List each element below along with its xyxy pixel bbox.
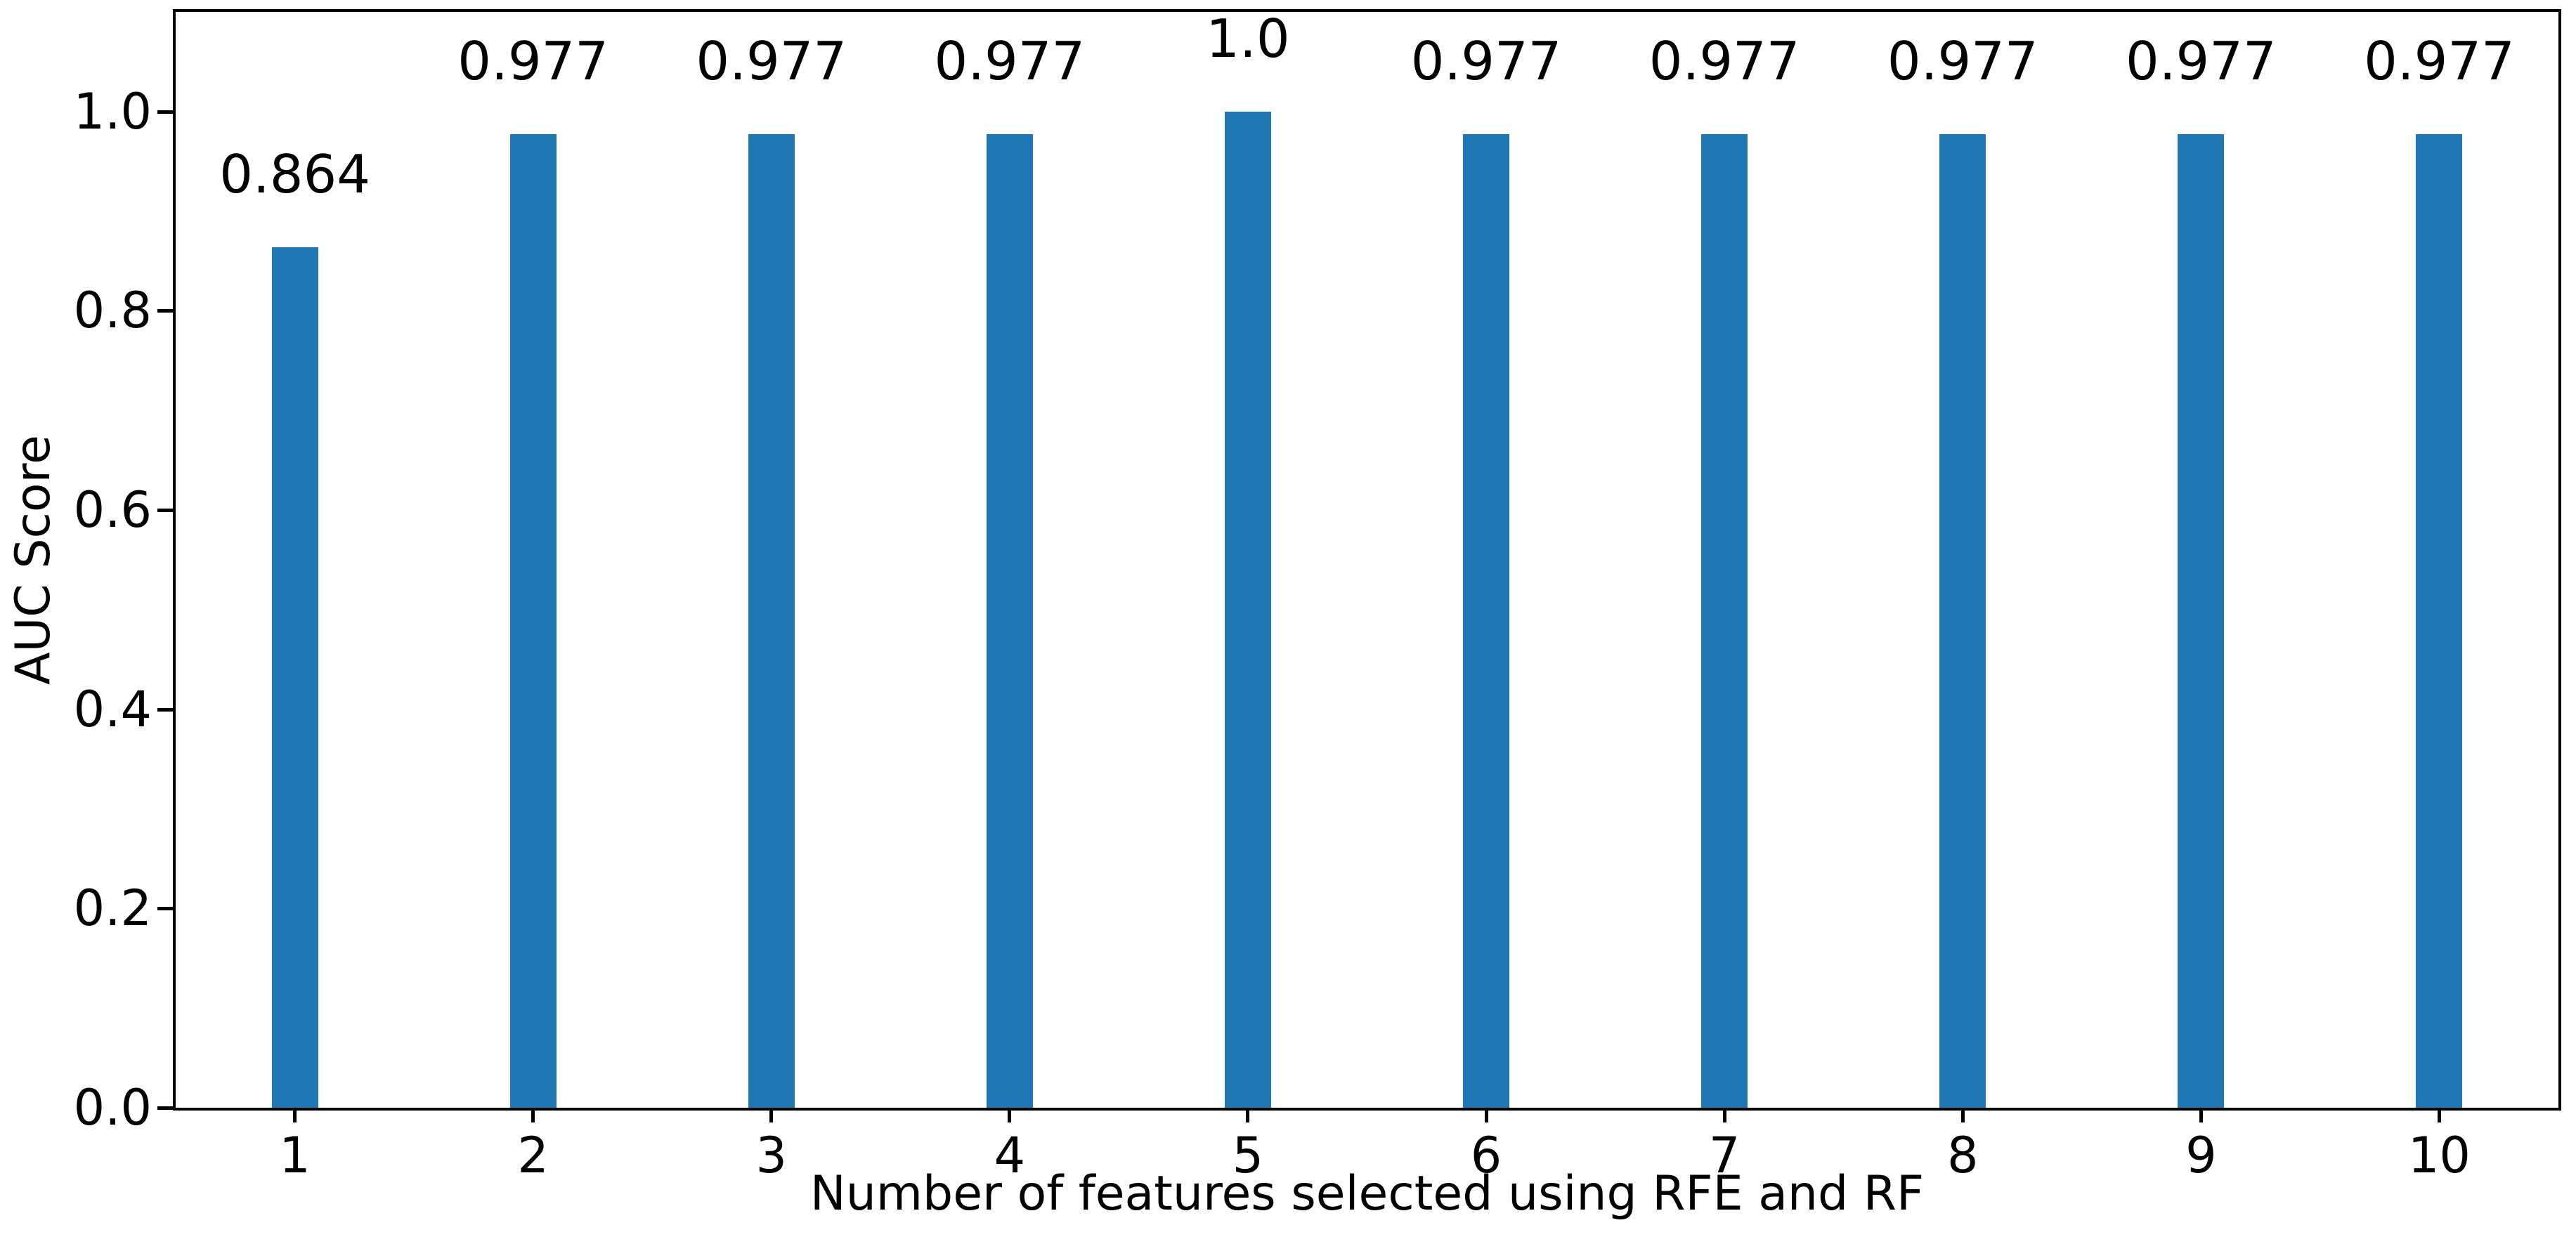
bar-value-label: 0.977 <box>696 30 847 93</box>
x-tick-label: 10 <box>2407 1127 2471 1184</box>
x-tick-label: 4 <box>994 1127 1026 1184</box>
x-tick-mark <box>2437 1111 2441 1122</box>
x-tick-label: 1 <box>279 1127 311 1184</box>
x-axis-title: Number of features selected using RFE an… <box>809 1166 1925 1222</box>
bar <box>509 134 557 1108</box>
bar <box>1701 134 1748 1108</box>
bar <box>1939 134 1986 1108</box>
y-tick-label: 1.0 <box>73 82 152 140</box>
y-tick-label: 0.6 <box>73 481 152 539</box>
x-tick-label: 2 <box>517 1127 549 1184</box>
y-tick-label: 0.8 <box>73 282 152 340</box>
bar-value-label: 1.0 <box>1206 7 1290 70</box>
y-tick-mark <box>157 707 173 712</box>
y-tick-mark <box>157 1106 173 1110</box>
x-tick-label: 9 <box>2185 1127 2217 1184</box>
y-tick-mark <box>157 907 173 911</box>
x-tick-label: 8 <box>1946 1127 1979 1184</box>
x-tick-mark <box>531 1111 535 1122</box>
y-tick-label: 0.0 <box>73 1079 152 1137</box>
x-tick-label: 6 <box>1470 1127 1502 1184</box>
x-tick-label: 7 <box>1708 1127 1741 1184</box>
x-tick-mark <box>1008 1111 1012 1122</box>
x-tick-mark <box>2199 1111 2203 1122</box>
y-tick-mark <box>157 309 173 313</box>
bar-value-label: 0.977 <box>457 30 609 93</box>
x-tick-mark <box>1722 1111 1726 1122</box>
bar-value-label: 0.864 <box>219 143 370 205</box>
x-tick-mark <box>1246 1111 1250 1122</box>
bar-value-label: 0.977 <box>2364 30 2515 93</box>
x-tick-mark <box>293 1111 297 1122</box>
x-tick-label: 3 <box>755 1127 788 1184</box>
bar-value-label: 0.977 <box>2125 30 2277 93</box>
y-tick-label: 0.4 <box>73 680 152 738</box>
bar <box>1224 111 1271 1108</box>
bar <box>1463 134 1510 1108</box>
x-tick-label: 5 <box>1232 1127 1264 1184</box>
plot-area: 0.0 0.2 0.4 0.6 0.8 1.0 0.864 1 0.977 2 0.977 3 0.97… <box>74 7 2561 1184</box>
x-tick-mark <box>769 1111 774 1122</box>
bar <box>2178 134 2225 1108</box>
bar <box>748 134 795 1108</box>
bar <box>2416 134 2463 1108</box>
y-tick-mark <box>157 509 173 513</box>
x-tick-mark <box>1484 1111 1488 1122</box>
y-tick-mark <box>157 110 173 114</box>
bar <box>986 134 1033 1108</box>
bar-value-label: 0.977 <box>934 30 1086 93</box>
bar <box>271 247 318 1108</box>
y-tick-label: 0.2 <box>73 879 152 938</box>
bar-value-label: 0.977 <box>1887 30 2038 93</box>
y-axis-title: AUC Score <box>6 435 61 685</box>
bar-value-label: 0.977 <box>1410 30 1562 93</box>
bar-value-label: 0.977 <box>1648 30 1800 93</box>
x-tick-mark <box>1960 1111 1965 1122</box>
